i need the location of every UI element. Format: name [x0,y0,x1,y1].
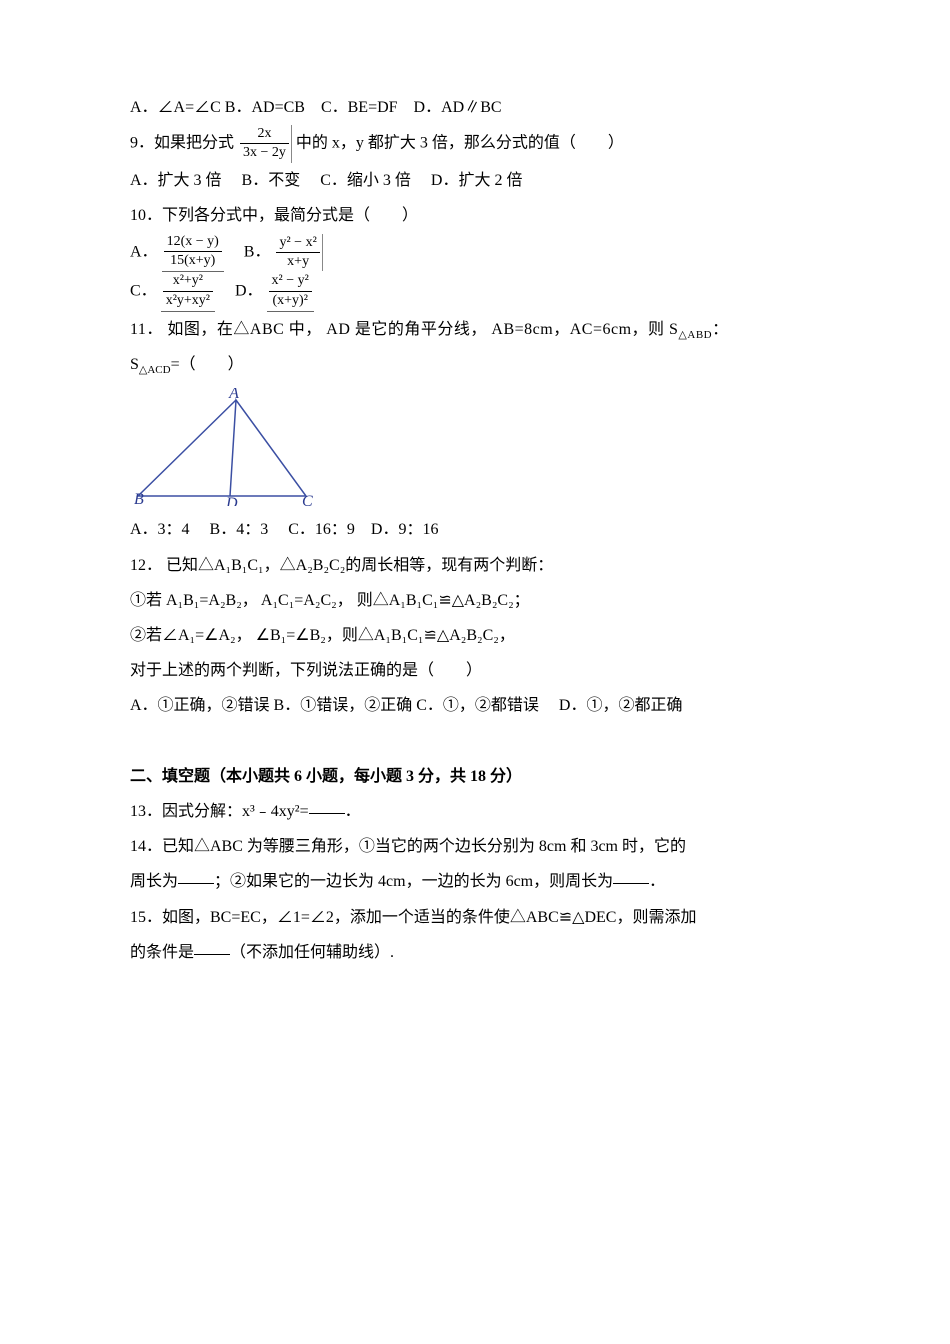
q10-C-num: x²+y² [163,272,213,291]
q12-l3: ②若∠A₁=∠A₂， ∠B₁=∠B₂，则△A₁B₁C₁≌△A₂B₂C₂， [130,618,820,653]
q11-options: A．3：4 B．4：3 C．16：9 D．9：16 [130,512,820,547]
q12-l4: 对于上述的两个判断，下列说法正确的是（ ） [130,653,820,688]
q11-stem-d: =（ ） [171,356,244,373]
q10-D-num: x² − y² [269,272,312,291]
q10-A-den: 15(x+y) [164,252,222,270]
q9-frac-den: 3x − 2y [240,144,289,162]
q9-frac-num: 2x [240,125,289,144]
q8-options: A．∠A=∠C B．AD=CB C．BE=DF D．AD∥BC [130,90,820,125]
q10-D-den: (x+y)² [269,292,312,310]
q9-fraction: 2x 3x − 2y [238,125,292,162]
q14-b-before: 周长为 [130,873,178,890]
q14-l2: 周长为 ；②如果它的一边长为 4cm，一边的长为 6cm，则周长为 ． [130,864,820,899]
q10-D-label: D． [235,283,263,300]
q11-sub1: △ABD [678,329,712,341]
q10-C-frac: x²+y² x²y+xy² [161,272,215,311]
q13-blank [309,813,345,814]
q15-l2: 的条件是 （不添加任何辅助线）. [130,935,820,970]
q15-b-before: 的条件是 [130,944,194,961]
section2-title: 二、填空题（本小题共 6 小题，每小题 3 分，共 18 分） [130,759,820,794]
q14-blank1 [178,883,214,884]
q10-A-frac: 12(x − y) 15(x+y) [162,233,224,272]
q10-B-den: x+y [276,253,319,271]
q12-options: A．①正确，②错误 B．①错误，②正确 C．①，②都错误 D．①，②都正确 [130,688,820,723]
q9-stem-before: 9．如果把分式 [130,135,234,152]
q13: 13．因式分解：x³﹣4xy²= ． [130,794,820,829]
q11-stem-line2: S△ACD=（ ） [130,347,820,382]
q14-l1: 14．已知△ABC 为等腰三角形，①当它的两个边长分别为 8cm 和 3cm 时… [130,829,820,864]
q10-B-label: B． [244,243,271,260]
svg-text:C: C [302,493,313,506]
q10-row2: C． x²+y² x²y+xy² D． x² − y² (x+y)² [130,272,820,311]
q10-stem: 10．下列各分式中，最简分式是（ ） [130,198,820,233]
q9-options: A．扩大 3 倍 B．不变 C．缩小 3 倍 D．扩大 2 倍 [130,163,820,198]
q15-b-after: （不添加任何辅助线）. [230,944,394,961]
q11-stem-line1: 11． 如图，在△ABC 中， AD 是它的角平分线， AB=8cm，AC=6c… [130,312,820,347]
svg-text:A: A [228,388,239,402]
q11-stem-b: ： [712,321,729,338]
q15-blank [194,954,230,955]
q14-blank2 [613,883,649,884]
q9-stem: 9．如果把分式 2x 3x − 2y 中的 x，y 都扩大 3 倍，那么分式的值… [130,125,820,162]
q9-stem-after: 中的 x，y 都扩大 3 倍，那么分式的值（ ） [296,135,624,152]
q11-stem-a: 11． 如图，在△ABC 中， AD 是它的角平分线， AB=8cm，AC=6c… [130,321,678,338]
q12-l2: ①若 A₁B₁=A₂B₂， A₁C₁=A₂C₂， 则△A₁B₁C₁≌△A₂B₂C… [130,583,820,618]
q11-stem-c: S [130,356,139,373]
q10-D-frac: x² − y² (x+y)² [267,272,314,311]
q10-B-frac: y² − x² x+y [274,234,322,271]
q13-after: ． [345,803,361,820]
q15-l1: 15．如图，BC=EC，∠1=∠2，添加一个适当的条件使△ABC≌△DEC，则需… [130,900,820,935]
q14-b-after: ． [649,873,665,890]
svg-text:B: B [134,491,144,506]
q10-A-num: 12(x − y) [164,233,222,252]
q10-A-label: A． [130,243,158,260]
q12-l1: 12． 已知△A₁B₁C₁，△A₂B₂C₂的周长相等，现有两个判断： [130,548,820,583]
q10-B-num: y² − x² [276,234,319,253]
q10-row1: A． 12(x − y) 15(x+y) B． y² − x² x+y [130,233,820,272]
q13-before: 13．因式分解：x³﹣4xy²= [130,803,309,820]
spacer [130,724,820,759]
q11-figure: A B D C [130,388,320,506]
q10-C-den: x²y+xy² [163,292,213,310]
q10-C-label: C． [130,283,157,300]
q14-b-mid: ；②如果它的一边长为 4cm，一边的长为 6cm，则周长为 [214,873,613,890]
svg-text:D: D [225,495,238,506]
q11-sub2: △ACD [139,364,171,376]
